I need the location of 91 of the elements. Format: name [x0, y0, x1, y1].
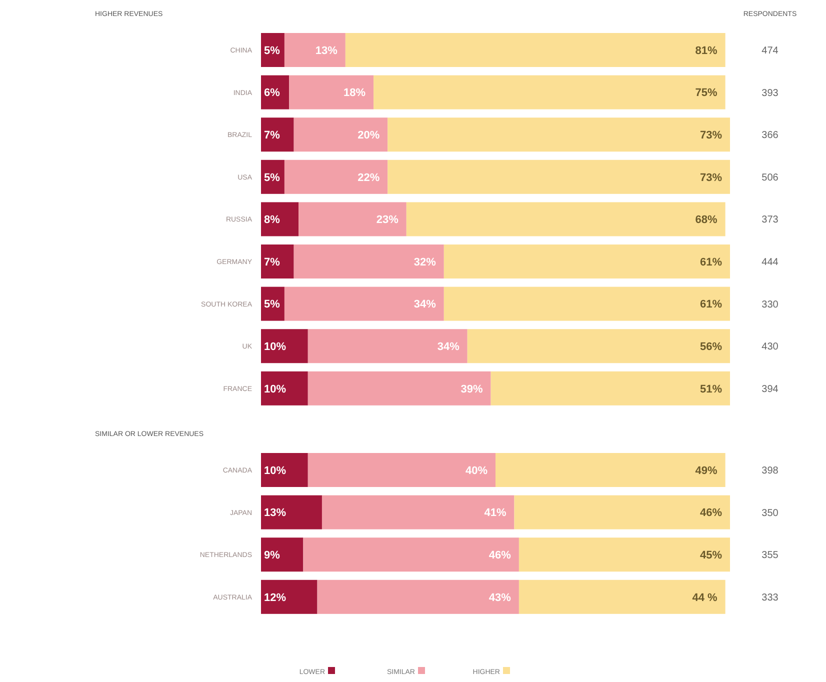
data-label: 51% — [700, 383, 722, 396]
bar — [444, 286, 730, 321]
data-label: 10% — [264, 464, 286, 477]
bar — [261, 118, 294, 152]
data-label: 10% — [264, 383, 286, 396]
bar — [406, 202, 726, 236]
text: 330 — [762, 299, 779, 310]
bar — [490, 371, 730, 406]
bar — [345, 33, 726, 67]
data-label: 73% — [700, 129, 722, 142]
bar — [289, 75, 374, 110]
text: 444 — [762, 257, 779, 268]
text: 506 — [762, 172, 779, 184]
bar — [261, 495, 322, 530]
data-label: 75% — [695, 87, 718, 100]
data-label: 81% — [695, 44, 718, 57]
bar — [496, 453, 726, 487]
data-label: 44 % — [692, 592, 718, 604]
bar — [261, 371, 308, 406]
data-label: 49% — [695, 464, 718, 477]
data-label: 40% — [465, 464, 488, 477]
data-label: 61% — [700, 298, 722, 311]
data-label: 43% — [488, 592, 512, 604]
data-label: 45% — [700, 549, 722, 562]
bar — [514, 495, 730, 530]
text: 430 — [762, 342, 779, 353]
text: 350 — [762, 508, 779, 519]
data-label: 5% — [264, 172, 280, 184]
data-label: 13% — [315, 44, 338, 57]
text: 355 — [762, 550, 779, 562]
bar — [294, 118, 388, 152]
bar — [467, 329, 730, 364]
data-label: 6% — [264, 87, 280, 100]
data-label: 8% — [264, 214, 280, 226]
bar — [308, 453, 496, 487]
bar — [374, 75, 726, 110]
bar — [284, 33, 346, 67]
data-label: 5% — [264, 44, 280, 57]
data-label: 12% — [264, 592, 286, 604]
text: 398 — [762, 466, 779, 476]
bar — [261, 244, 294, 278]
data-label: 41% — [484, 507, 506, 520]
text: 393 — [762, 88, 779, 99]
data-label: 20% — [358, 129, 380, 142]
data-label: 34% — [414, 298, 436, 311]
bar — [261, 538, 304, 572]
data-label: 46% — [700, 507, 722, 520]
data-label: 73% — [700, 172, 722, 184]
data-label: 7% — [264, 129, 280, 142]
bar — [261, 329, 308, 364]
bar — [518, 538, 730, 572]
bar — [298, 202, 406, 236]
bar — [322, 495, 514, 530]
bar — [261, 286, 284, 321]
data-label: 22% — [358, 172, 380, 184]
data-label: 46% — [488, 549, 512, 562]
bar — [308, 329, 468, 364]
data-label: 68% — [695, 214, 718, 226]
bar — [261, 75, 290, 110]
text: 394 — [762, 384, 779, 395]
bar — [284, 160, 388, 194]
bar — [388, 160, 730, 194]
data-label: 13% — [264, 507, 286, 520]
data-label: 39% — [460, 383, 484, 396]
bar — [261, 33, 284, 67]
bar — [261, 580, 318, 614]
bar — [303, 538, 519, 572]
bar — [294, 244, 444, 278]
text: 373 — [762, 214, 779, 226]
data-label: 23% — [376, 214, 399, 226]
bar — [284, 286, 444, 321]
data-label: 10% — [264, 340, 286, 353]
data-label: 61% — [700, 256, 722, 268]
text: 366 — [762, 130, 779, 142]
bar — [261, 202, 299, 236]
bar — [518, 580, 726, 614]
data-label: 5% — [264, 298, 280, 311]
bar — [308, 371, 491, 406]
bar — [261, 160, 284, 194]
data-label: 18% — [344, 87, 366, 100]
text: 474 — [762, 46, 779, 56]
data-label: 32% — [414, 256, 436, 268]
bar — [388, 118, 730, 152]
data-label: 34% — [437, 340, 460, 353]
bar — [317, 580, 519, 614]
data-label: 7% — [264, 256, 280, 268]
data-label: 9% — [264, 549, 280, 562]
bar — [261, 453, 308, 487]
bar — [444, 244, 730, 278]
data-label: 56% — [700, 340, 722, 353]
text: 333 — [762, 592, 779, 604]
